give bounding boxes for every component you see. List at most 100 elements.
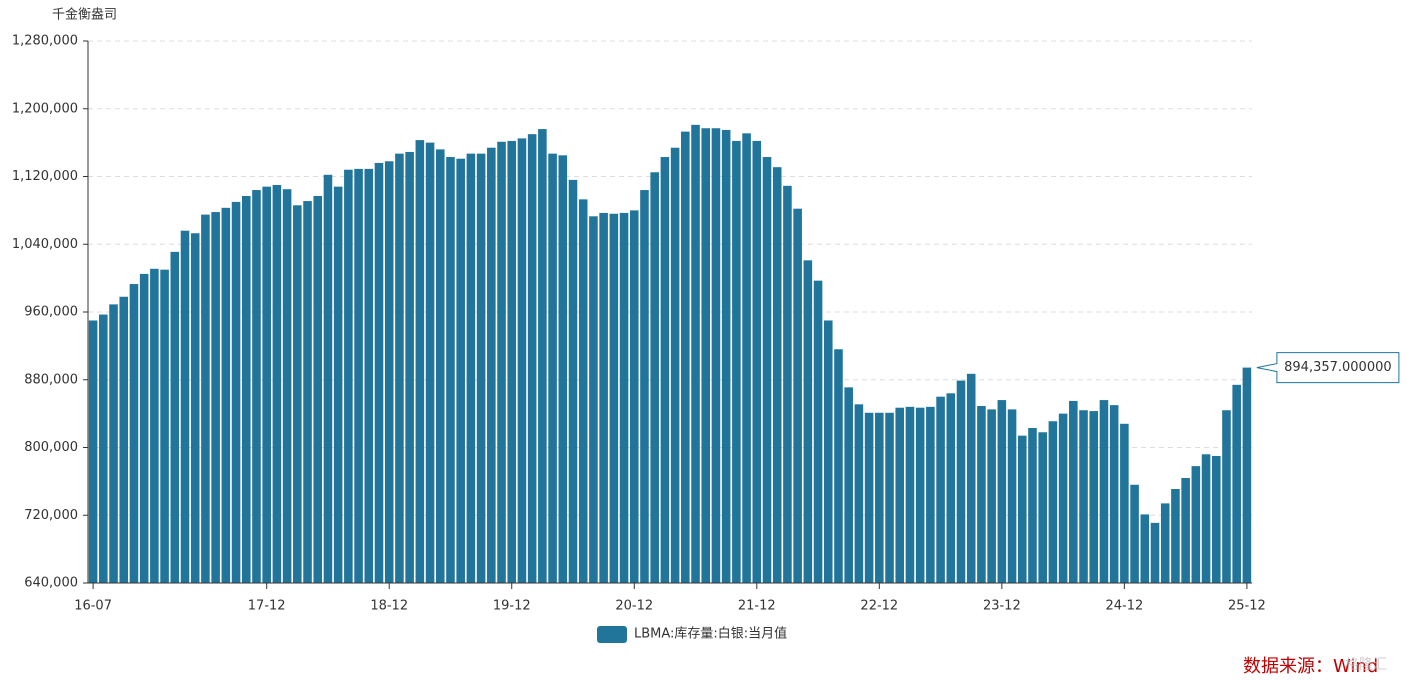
bar [1160, 503, 1170, 583]
bar [1140, 514, 1150, 583]
bar [323, 174, 333, 583]
bar [446, 157, 455, 583]
bar [834, 349, 843, 583]
x-tick-label: 16-07 [74, 599, 112, 614]
bar [772, 167, 782, 583]
bar [711, 128, 721, 583]
bar [354, 168, 363, 584]
bar [629, 210, 639, 583]
bar [813, 280, 823, 583]
source: 数据来源：Wind [1243, 656, 1378, 677]
y-tick-label: 1,200,000 [12, 101, 78, 116]
bar [405, 151, 414, 584]
bar [926, 406, 935, 583]
bar [854, 404, 864, 583]
bar [1058, 413, 1068, 583]
bar [538, 129, 547, 583]
bar [456, 158, 465, 583]
bar [823, 320, 833, 583]
tooltip-box [1256, 352, 1400, 384]
bar [170, 251, 180, 583]
bar [364, 168, 374, 584]
bar [527, 134, 537, 583]
x-tick-label: 17-12 [248, 599, 286, 614]
bar [895, 407, 905, 583]
bar [752, 140, 762, 583]
bar [783, 185, 792, 584]
bar [721, 129, 731, 583]
bar [905, 406, 915, 583]
y-tick-label: 720,000 [24, 508, 78, 523]
y-tick-label: 960,000 [24, 305, 78, 320]
y-tick-label: 640,000 [24, 576, 78, 591]
bar [466, 153, 476, 583]
bar [691, 124, 700, 583]
bar [1201, 454, 1211, 583]
bar [762, 157, 772, 583]
y-tick-label: 1,120,000 [12, 169, 78, 184]
bar [1079, 410, 1088, 583]
bar [293, 205, 302, 583]
y-axis-label: 千金衡盎司 [52, 7, 117, 23]
bar [1150, 522, 1160, 583]
watermark: 格隆汇 [1345, 657, 1387, 673]
bar [517, 138, 527, 583]
bar [885, 412, 894, 583]
x-tick-label: 25-12 [1228, 599, 1266, 614]
bar [956, 380, 966, 583]
x-tick-label: 19-12 [493, 599, 531, 614]
bar [1232, 384, 1241, 583]
bar [272, 184, 282, 583]
legend-swatch [597, 626, 627, 643]
bar [1120, 423, 1129, 583]
bar [487, 147, 496, 584]
bar [609, 213, 619, 583]
bar [190, 233, 200, 583]
bar [1211, 455, 1221, 583]
bar [803, 260, 813, 583]
bar [1222, 410, 1231, 583]
y-tick-label: 1,280,000 [12, 34, 78, 49]
bar [987, 409, 996, 583]
bar [221, 207, 231, 583]
x-tick-label: 20-12 [615, 599, 653, 614]
bar [160, 269, 169, 583]
bar [1017, 435, 1027, 583]
bar [109, 304, 118, 583]
bar [670, 147, 680, 584]
legend-label: LBMA:库存量:白银:当月值 [634, 626, 787, 642]
bar [1130, 484, 1139, 583]
bar [650, 172, 659, 583]
bar [701, 128, 711, 583]
bar [1191, 466, 1201, 583]
bar [333, 186, 343, 583]
bar [119, 296, 129, 583]
x-tick-label: 23-12 [983, 599, 1021, 614]
bar [946, 393, 956, 583]
bar [313, 195, 323, 583]
x-tick-label: 22-12 [860, 599, 898, 614]
bar [589, 216, 598, 583]
bar [548, 153, 557, 583]
bar [241, 195, 251, 583]
bar [1181, 477, 1190, 583]
y-tick-label: 800,000 [24, 440, 78, 455]
bar [252, 190, 261, 584]
bar [1069, 400, 1078, 583]
bar [793, 208, 802, 583]
bar [568, 179, 578, 583]
bar [129, 284, 139, 583]
bar [844, 387, 853, 583]
bar [180, 230, 190, 583]
bar [599, 212, 608, 583]
bar [150, 268, 159, 583]
bar [875, 412, 884, 583]
bar [1099, 400, 1109, 583]
bar [1171, 488, 1180, 583]
bar [915, 407, 925, 583]
y-tick-label: 1,040,000 [12, 237, 78, 252]
bar [231, 201, 241, 583]
bar [864, 412, 874, 583]
bar [201, 214, 210, 583]
bar [1089, 411, 1099, 583]
